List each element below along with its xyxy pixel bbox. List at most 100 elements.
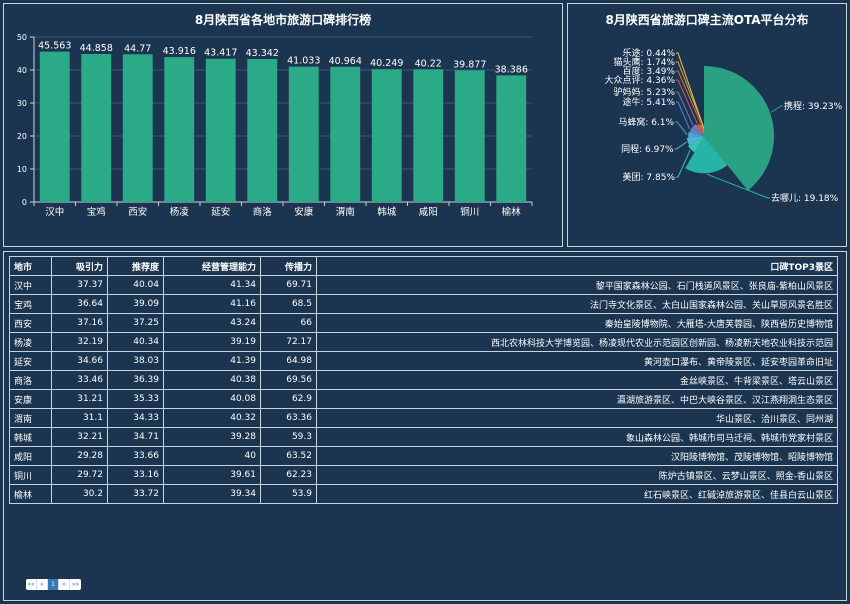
table-cell: 39.61 bbox=[163, 465, 261, 485]
pie-slice-label: 马蜂窝: 6.1% bbox=[618, 116, 674, 128]
table-cell: 43.24 bbox=[163, 313, 261, 333]
table-cell: 40.32 bbox=[163, 408, 261, 428]
bar-value-label: 38.386 bbox=[495, 64, 528, 75]
table-cell: 法门寺文化景区、太白山国家森林公园、关山草原风景名胜区 bbox=[316, 294, 838, 314]
header-recommend[interactable]: 推荐度 bbox=[107, 256, 164, 276]
bar[interactable] bbox=[205, 58, 236, 202]
bar[interactable] bbox=[413, 69, 444, 202]
pager-last-button[interactable]: »» bbox=[71, 581, 80, 588]
header-city[interactable]: 地市 bbox=[9, 256, 52, 276]
pie-slice[interactable] bbox=[688, 131, 704, 138]
x-tick-label: 咸阳 bbox=[419, 206, 438, 218]
bar-value-label: 40.249 bbox=[370, 58, 403, 69]
table-cell: 汉中 bbox=[9, 275, 52, 295]
bar-value-label: 44.77 bbox=[124, 43, 151, 54]
x-tick-label: 商洛 bbox=[253, 206, 273, 218]
table-cell: 41.34 bbox=[163, 275, 261, 295]
table-cell: 杨凌 bbox=[9, 332, 52, 352]
pie-slice[interactable] bbox=[686, 136, 704, 146]
bar[interactable] bbox=[247, 58, 278, 202]
pie-slice-label: 乐途: 0.44% bbox=[623, 47, 676, 59]
pie-slice[interactable] bbox=[689, 127, 704, 136]
table-cell: 31.1 bbox=[51, 408, 108, 428]
bar-value-label: 43.417 bbox=[204, 48, 237, 59]
y-tick-label: 20 bbox=[17, 132, 27, 141]
table-cell: 榆林 bbox=[9, 484, 52, 504]
table-cell: 36.39 bbox=[107, 370, 164, 390]
table-cell: 41.39 bbox=[163, 351, 261, 371]
table-header-row: 地市 吸引力 推荐度 经营管理能力 传播力 口碑TOP3景区 bbox=[9, 256, 838, 276]
pie-slice[interactable] bbox=[685, 136, 728, 174]
table-cell: 秦始皇陵博物院、大雁塔-大唐芙蓉园、陕西省历史博物馆 bbox=[316, 313, 838, 333]
y-tick-label: 50 bbox=[17, 33, 27, 42]
pie-slice[interactable] bbox=[687, 136, 704, 153]
table-cell: 34.33 bbox=[107, 408, 164, 428]
table-cell: 33.46 bbox=[51, 370, 108, 390]
bar[interactable] bbox=[164, 57, 195, 202]
pie-slice[interactable] bbox=[704, 66, 774, 191]
table-cell: 38.03 bbox=[107, 351, 164, 371]
pie-slice[interactable] bbox=[692, 124, 704, 136]
pie-slice-label: 携程: 39.23% bbox=[784, 100, 843, 112]
pager-prev-button[interactable]: « bbox=[37, 579, 48, 590]
header-management[interactable]: 经营管理能力 bbox=[163, 256, 261, 276]
bar[interactable] bbox=[288, 66, 319, 202]
table-cell: 30.2 bbox=[51, 484, 108, 504]
bar[interactable] bbox=[330, 66, 361, 202]
y-tick-label: 10 bbox=[17, 165, 27, 174]
table-cell: 咸阳 bbox=[9, 446, 52, 466]
pie-label-line bbox=[676, 91, 694, 126]
table-cell: 59.3 bbox=[260, 427, 317, 447]
header-spread[interactable]: 传播力 bbox=[260, 256, 317, 276]
pie-chart-panel: 8月陕西省旅游口碑主流OTA平台分布 携程: 39.23% 去哪儿: 19.18%… bbox=[567, 3, 847, 247]
table-cell: 33.16 bbox=[107, 465, 164, 485]
x-tick-label: 汉中 bbox=[45, 206, 64, 218]
table-cell: 韩城 bbox=[9, 427, 52, 447]
pie-slice[interactable] bbox=[702, 127, 704, 136]
pager-next-button[interactable]: » bbox=[59, 579, 70, 590]
table-row: 延安 34.66 38.03 41.39 64.98 黄河壶口瀑布、黄帝陵景区、延安枣园革… bbox=[9, 351, 838, 371]
table-row: 西安 37.16 37.25 43.24 66 秦始皇陵博物院、大雁塔-大唐芙蓉园、陕西省… bbox=[9, 313, 838, 333]
pie-label-line bbox=[706, 173, 770, 199]
bar-chart-title: 8月陕西省各地市旅游口碑排行榜 bbox=[194, 13, 372, 27]
pie-slice-label: 大众点评: 4.36% bbox=[605, 74, 676, 86]
table-cell: 安康 bbox=[9, 389, 52, 409]
table-cell: 69.71 bbox=[260, 275, 317, 295]
table-row: 汉中 37.37 40.04 41.34 69.71 黎平国家森林公园、石门栈道风景区、张… bbox=[9, 275, 838, 295]
table-cell: 32.19 bbox=[51, 332, 108, 352]
bar[interactable] bbox=[81, 53, 112, 203]
table-cell: 红石峡景区、红碱淖旅游景区、佳县白云山景区 bbox=[316, 484, 838, 504]
table-cell: 66 bbox=[260, 313, 317, 333]
pie-slice[interactable] bbox=[696, 123, 704, 136]
header-top3[interactable]: 口碑TOP3景区 bbox=[316, 256, 838, 276]
pagination: «« « 1 » »» bbox=[26, 579, 81, 590]
pie-label-line bbox=[676, 149, 691, 178]
table-cell: 黄河壶口瀑布、黄帝陵景区、延安枣园革命旧址 bbox=[316, 351, 838, 371]
table-cell: 华山景区、洽川景区、同州湖 bbox=[316, 408, 838, 428]
table-cell: 黎平国家森林公园、石门栈道风景区、张良庙-紫柏山风景区 bbox=[316, 275, 838, 295]
table-row: 安康 31.21 35.33 40.08 62.9 瀛湖旅游景区、中巴大峡谷景区、汉江燕翔… bbox=[9, 389, 838, 409]
bar[interactable] bbox=[371, 69, 402, 202]
bar-value-label: 45.563 bbox=[38, 41, 71, 52]
bar[interactable] bbox=[454, 70, 485, 202]
table-cell: 63.36 bbox=[260, 408, 317, 428]
table-cell: 32.21 bbox=[51, 427, 108, 447]
header-attraction[interactable]: 吸引力 bbox=[51, 256, 108, 276]
bar[interactable] bbox=[496, 75, 527, 202]
pager-first-button[interactable]: «« bbox=[26, 579, 37, 590]
bar-value-label: 41.033 bbox=[287, 56, 320, 67]
bar[interactable] bbox=[122, 54, 153, 202]
table-cell: 40.38 bbox=[163, 370, 261, 390]
y-tick-label: 0 bbox=[22, 198, 27, 207]
pie-slice[interactable] bbox=[699, 124, 704, 136]
table-cell: 37.37 bbox=[51, 275, 108, 295]
pie-label-line bbox=[676, 79, 698, 124]
pie-slice-label: 猫头鹰: 1.74% bbox=[614, 56, 676, 68]
table-cell: 37.16 bbox=[51, 313, 108, 333]
bar[interactable] bbox=[39, 51, 70, 202]
x-tick-label: 西安 bbox=[128, 206, 147, 218]
table-row: 杨凌 32.19 40.34 39.19 72.17 西北农林科技大学博览园、杨凌现代农业… bbox=[9, 332, 838, 352]
table-cell: 41.16 bbox=[163, 294, 261, 314]
pager-current-page[interactable]: 1 bbox=[48, 579, 59, 590]
table-cell: 西北农林科技大学博览园、杨凌现代农业示范园区创新园、杨凌新天地农业科技示范园 bbox=[316, 332, 838, 352]
